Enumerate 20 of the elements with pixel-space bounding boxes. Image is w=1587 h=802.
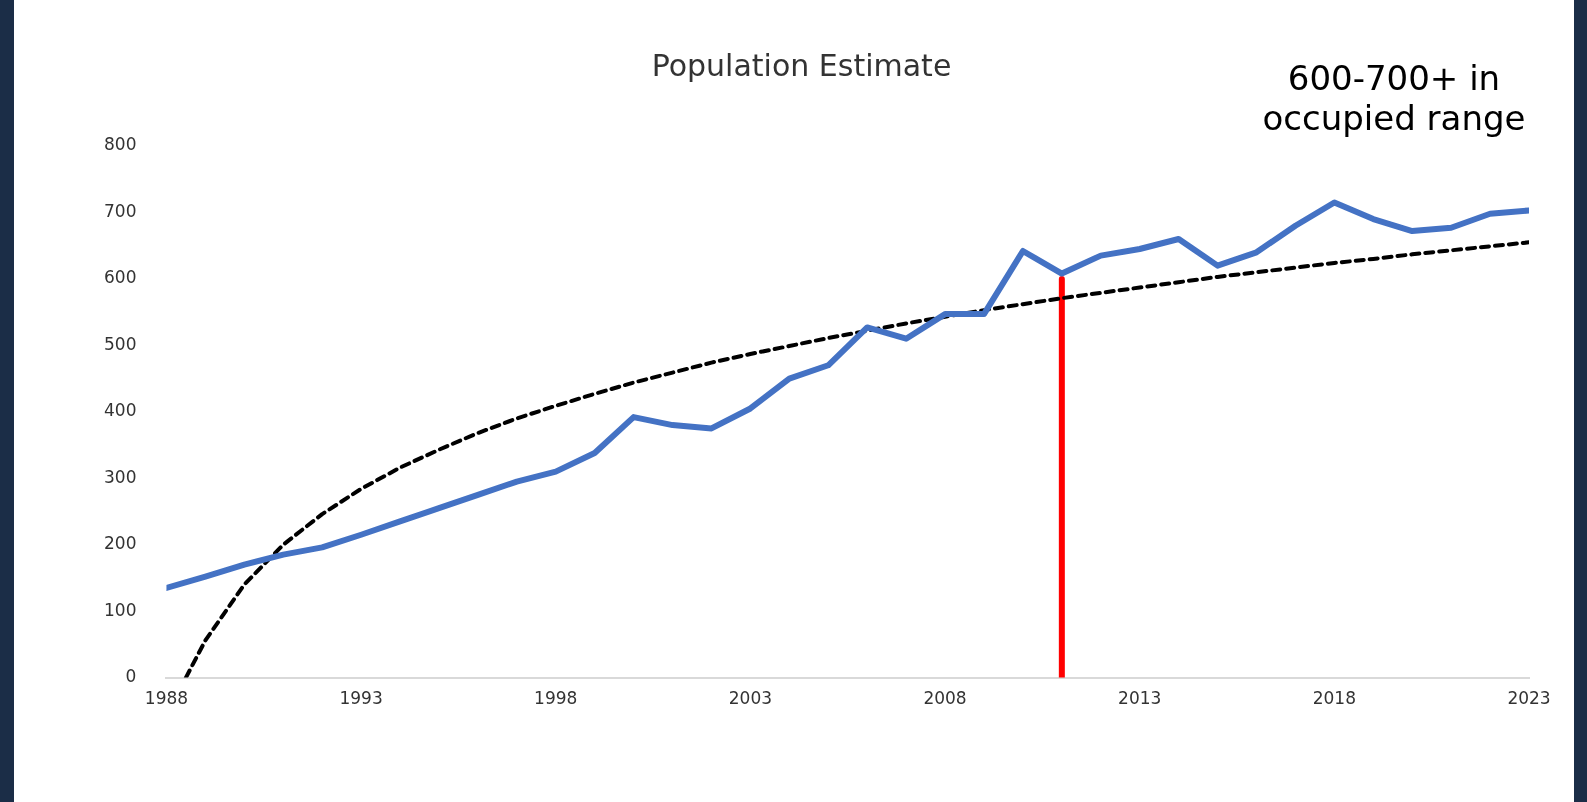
y-tick-label: 700 <box>103 200 137 221</box>
y-tick-label: 400 <box>103 400 137 421</box>
y-tick-label: 500 <box>103 333 137 354</box>
chart-title: Population Estimate <box>651 47 952 83</box>
y-tick-label: 100 <box>103 599 137 620</box>
y-tick-label: 300 <box>103 466 137 487</box>
y-tick-label: 0 <box>125 666 137 687</box>
x-tick-label: 2023 <box>1507 688 1551 709</box>
x-tick-label: 1988 <box>144 688 189 709</box>
y-tick-label: 200 <box>103 533 137 554</box>
x-tick-label: 1993 <box>339 688 383 709</box>
x-tick-label: 2018 <box>1312 688 1356 709</box>
y-tick-label: 800 <box>103 134 137 155</box>
x-tick-label: 2003 <box>728 688 773 709</box>
y-tick-label: 600 <box>103 267 137 288</box>
line-series <box>183 240 1529 678</box>
text: 600-700+ in occupied range <box>1261 58 1527 138</box>
x-tick-label: 2008 <box>923 688 967 709</box>
x-tick-label: 1998 <box>534 688 578 709</box>
x-tick-label: 2013 <box>1118 688 1162 709</box>
